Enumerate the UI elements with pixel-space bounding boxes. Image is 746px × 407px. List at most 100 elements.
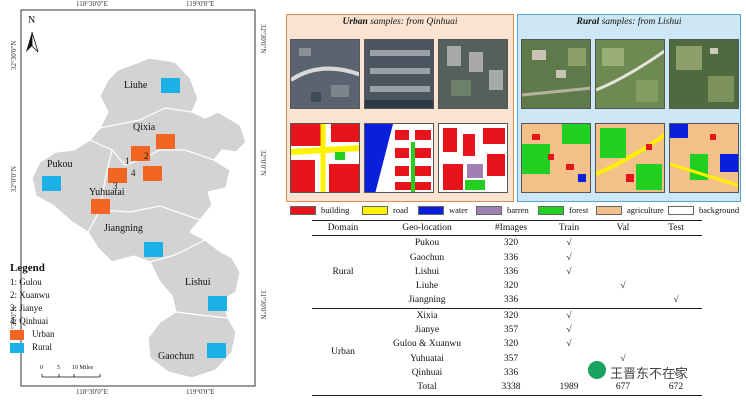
urban-samples-panel: Urban samples: from Qinhuai (286, 14, 514, 202)
domain-rural: Rural (312, 235, 374, 309)
domain-urban: Urban (312, 308, 374, 396)
cell-loc: Jiangning (374, 293, 480, 309)
cell-n: 336 (503, 266, 519, 277)
district-label-jiangning: Jiangning (104, 223, 143, 234)
cell-loc: Liuhe (415, 281, 439, 292)
col-images: #Images (480, 219, 542, 237)
cell-n: 357 (503, 325, 519, 336)
cell-test (650, 308, 702, 323)
scale-t0: 0 (40, 365, 43, 371)
rural-samples-panel: Rural samples: from Lishui (517, 14, 741, 202)
wechat-icon (588, 361, 606, 379)
cell-train (542, 279, 596, 293)
cell-test (650, 236, 702, 251)
legend-item-gulou: 1: Gulou (10, 277, 42, 287)
cell-val (596, 265, 650, 279)
cell-test: √ (673, 367, 679, 378)
cell-val (596, 251, 650, 265)
cell-val: √ (620, 353, 626, 364)
coord-right-bot: 31°30'0"N (259, 290, 267, 320)
rural-aerial-3 (669, 39, 739, 109)
cell-test (650, 265, 702, 279)
urban-sample-yuhuatai (91, 199, 110, 214)
table-row: Lishui 336 √ (312, 265, 702, 279)
district-label-qixia: Qixia (133, 122, 156, 133)
class-legend: building road water barren forest agricu… (290, 205, 742, 217)
building-swatch (290, 206, 316, 215)
cell-n: 357 (503, 353, 519, 364)
table-row: Rural Pukou 320 √ (312, 235, 702, 309)
cell-train: √ (566, 238, 572, 249)
water-label: water (449, 205, 468, 215)
north-label: N (28, 15, 36, 26)
urban-swatch (10, 329, 24, 340)
cell-loc: Gulou & Xuanwu (392, 339, 462, 350)
scale-bar (41, 374, 101, 378)
coord-top-left: 118°30'0"E (76, 0, 108, 8)
cell-val (596, 337, 650, 351)
col-test: Test (650, 219, 702, 237)
coord-top-right: 119°0'0"E (186, 0, 215, 8)
district-label-pukou: Pukou (47, 159, 73, 170)
urban-aerial-2 (364, 39, 434, 109)
cell-test: √ (650, 293, 702, 309)
rural-aerial-2 (595, 39, 665, 109)
col-train: Train (542, 219, 596, 237)
rural-label-3 (669, 123, 739, 193)
table-row: Qinhuai 336 √ (312, 366, 702, 380)
table-row: Jianye 357 √ (312, 323, 702, 337)
table-row: Gulou & Xuanwu 320 √ (312, 337, 702, 351)
urban-label-2 (364, 123, 434, 193)
legend-item-qinhuai: 4: Qinhuai (10, 316, 49, 326)
rural-label-1 (521, 123, 591, 193)
rural-panel-title: Rural samples: from Lishui (576, 17, 682, 27)
rural-sample-gaochun (207, 343, 226, 358)
table-total-row: Total 3338 1989 677 672 (312, 380, 702, 396)
legend-urban-label: Urban (32, 329, 55, 339)
scale-t1: 5 (57, 365, 60, 371)
cell-n: 320 (503, 339, 519, 350)
north-arrow (26, 31, 39, 53)
forest-label: forest (569, 205, 589, 215)
water-swatch (418, 206, 444, 215)
cell-val (596, 308, 650, 323)
table-row: Jiangning 336 √ (312, 293, 702, 309)
cell-n: 336 (503, 252, 519, 263)
cell-test (650, 323, 702, 337)
cell-loc: Gaochun (409, 252, 445, 263)
agriculture-swatch (596, 206, 622, 215)
district-label-yuhuatai: Yuhuatai (89, 187, 125, 198)
cell-total-test: 672 (650, 380, 702, 396)
urban-label-1 (290, 123, 360, 193)
urban-label-3 (438, 123, 508, 193)
urban-sample-4 (143, 166, 162, 181)
cell-total-train: 1989 (542, 380, 596, 396)
cell-n: 336 (503, 367, 519, 378)
marker-1: 1 (125, 156, 130, 166)
rural-swatch (10, 342, 24, 353)
barren-swatch (476, 206, 502, 215)
coord-bottom-right: 119°0'0"E (186, 388, 215, 396)
rural-aerial-1 (521, 39, 591, 109)
road-swatch (362, 206, 388, 215)
cell-train: √ (566, 339, 572, 350)
table-row: Liuhe 320 √ (312, 279, 702, 293)
cell-loc: Lishui (414, 266, 440, 277)
cell-train: √ (566, 310, 572, 321)
cell-val (596, 236, 650, 251)
cell-total-label: Total (374, 380, 480, 396)
table-row: Yuhuatai 357 √ (312, 352, 702, 366)
cell-loc: Pukou (414, 238, 440, 249)
cell-train: √ (566, 325, 572, 336)
marker-3: 3 (113, 181, 118, 191)
cell-loc: Yuhuatai (410, 353, 444, 364)
coord-right-mid: 32°0'0"N (259, 150, 267, 176)
cell-test (650, 337, 702, 351)
cell-n: 320 (503, 281, 519, 292)
study-area-map: 118°30'0"E 119°0'0"E 118°30'0"E 119°0'0"… (0, 0, 271, 396)
col-domain: Domain (312, 219, 374, 237)
urban-panel-title: Urban samples: from Qinhuai (342, 17, 458, 27)
barren-label: barren (507, 205, 529, 215)
legend-rural-label: Rural (32, 342, 52, 352)
background-swatch (668, 206, 694, 215)
